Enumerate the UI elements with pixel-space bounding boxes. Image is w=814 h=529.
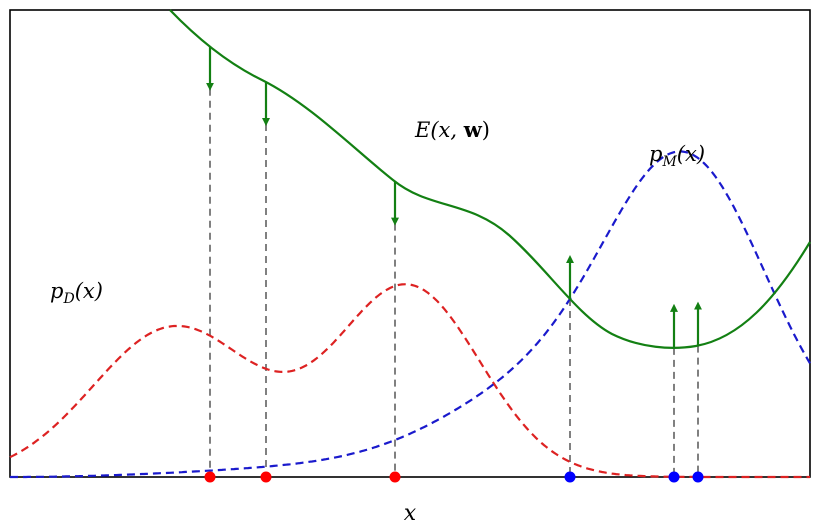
model-label-prefix: p — [649, 142, 662, 166]
model-sample-point — [692, 471, 704, 483]
data-sample-point — [204, 471, 216, 483]
model-sample-point — [668, 471, 680, 483]
guide-lines — [209, 88, 699, 477]
energy-label-suffix: ) — [482, 118, 490, 142]
energy-label: E(x, w) — [414, 117, 490, 142]
energy-label-w: w — [463, 117, 483, 142]
model-label-sub: M — [661, 154, 677, 170]
data-label-prefix: p — [50, 279, 63, 303]
data-density-label: pD(x) — [50, 279, 103, 307]
model-label-suffix: (x) — [677, 142, 705, 166]
data-label-sub: D — [62, 291, 74, 307]
plot-frame — [9, 9, 811, 478]
sample-points — [204, 471, 704, 483]
energy-curve — [169, 9, 811, 349]
model-density-label: pM(x) — [649, 142, 705, 170]
model-sample-point — [564, 471, 576, 483]
data-label-suffix: (x) — [75, 279, 103, 303]
data-sample-point — [260, 471, 272, 483]
data-density-curve — [9, 283, 810, 479]
model-density-curve — [10, 150, 811, 479]
data-sample-point — [389, 471, 401, 483]
energy-gradient-arrows — [206, 46, 702, 348]
x-axis-label: x — [404, 501, 417, 526]
energy-label-prefix: E(x, — [414, 118, 464, 142]
